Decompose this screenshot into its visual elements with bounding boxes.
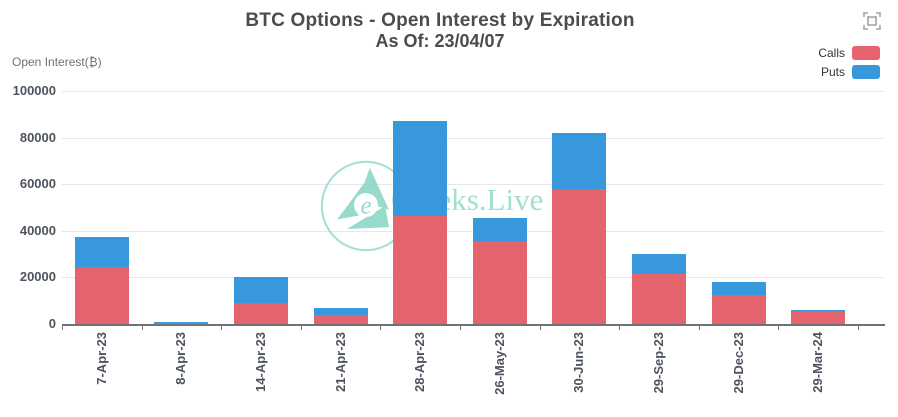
x-axis-tick	[300, 324, 302, 330]
bar-segment-puts[interactable]	[313, 308, 368, 315]
bar-segment-puts[interactable]	[711, 282, 766, 295]
gridline	[62, 137, 884, 139]
y-axis-tick-label: 100000	[12, 83, 56, 98]
y-axis-tick-label: 60000	[19, 176, 56, 192]
bar-segment-calls[interactable]	[74, 266, 129, 324]
x-axis-label: 30-Jun-23	[571, 332, 587, 393]
bar-segment-puts[interactable]	[472, 217, 527, 242]
bar-segment-puts[interactable]	[154, 322, 209, 324]
bar-segment-calls[interactable]	[632, 273, 686, 324]
x-axis-tick	[380, 324, 382, 330]
x-axis-tick	[698, 324, 700, 330]
y-axis-tick-label: 80000	[19, 129, 56, 145]
legend-label-puts: Puts	[820, 65, 845, 79]
bar-segment-puts[interactable]	[74, 236, 129, 267]
x-axis-tick	[778, 324, 780, 330]
x-axis-tick	[858, 324, 859, 330]
bar-segment-puts[interactable]	[791, 309, 846, 311]
y-axis-tick-label: 0	[48, 316, 56, 331]
x-axis-label: 21-Apr-23	[332, 332, 348, 392]
y-axis-name: Open Interest(₿)	[12, 55, 102, 69]
bar-segment-puts[interactable]	[393, 120, 448, 216]
x-axis-tick	[62, 324, 63, 330]
bar-segment-calls[interactable]	[154, 323, 209, 324]
chart-title: BTC Options - Open Interest by Expiratio…	[245, 10, 635, 31]
x-axis-label: 29-Mar-24	[810, 332, 826, 393]
chart-subtitle: As Of: 23/04/07	[375, 31, 505, 51]
legend-swatch-calls	[852, 46, 880, 60]
x-axis-label: 28-Apr-23	[412, 332, 428, 392]
x-axis-label: 8-Apr-23	[173, 332, 189, 385]
x-axis-tick	[460, 324, 461, 330]
gridline	[62, 184, 884, 186]
fullscreen-icon[interactable]	[862, 11, 882, 31]
bar-segment-puts[interactable]	[552, 132, 607, 189]
legend-label-calls: Calls	[818, 46, 845, 60]
bar-segment-puts[interactable]	[234, 277, 288, 304]
x-axis-tick	[619, 324, 621, 330]
x-axis-label: 29-Sep-23	[651, 332, 666, 394]
legend-swatch-puts	[852, 65, 880, 79]
x-axis-label: 29-Dec-23	[730, 332, 746, 394]
bar-segment-calls[interactable]	[313, 314, 368, 324]
x-axis-label: 26-May-23	[491, 332, 507, 395]
legend: Calls Puts	[818, 46, 880, 79]
y-axis-tick-label: 40000	[19, 222, 56, 238]
y-axis-tick-label: 20000	[19, 269, 56, 285]
bar-segment-calls[interactable]	[711, 294, 766, 324]
x-axis-label: 14-Apr-23	[253, 332, 268, 392]
x-axis-tick	[221, 324, 223, 330]
x-axis-label: 7-Apr-23	[93, 332, 109, 385]
bar-segment-calls[interactable]	[393, 215, 448, 324]
legend-item-puts[interactable]: Puts	[821, 65, 880, 79]
legend-item-calls[interactable]: Calls	[818, 46, 880, 60]
bar-segment-puts[interactable]	[632, 254, 686, 274]
x-axis-tick	[141, 324, 143, 330]
bar-segment-calls[interactable]	[552, 188, 607, 324]
x-axis-tick	[539, 324, 541, 330]
gridline	[62, 91, 884, 92]
svg-text:e: e	[360, 193, 371, 220]
x-axis-line	[62, 324, 885, 326]
bar-segment-calls[interactable]	[791, 310, 846, 324]
bar-segment-calls[interactable]	[234, 303, 288, 324]
bar-segment-calls[interactable]	[472, 241, 527, 324]
